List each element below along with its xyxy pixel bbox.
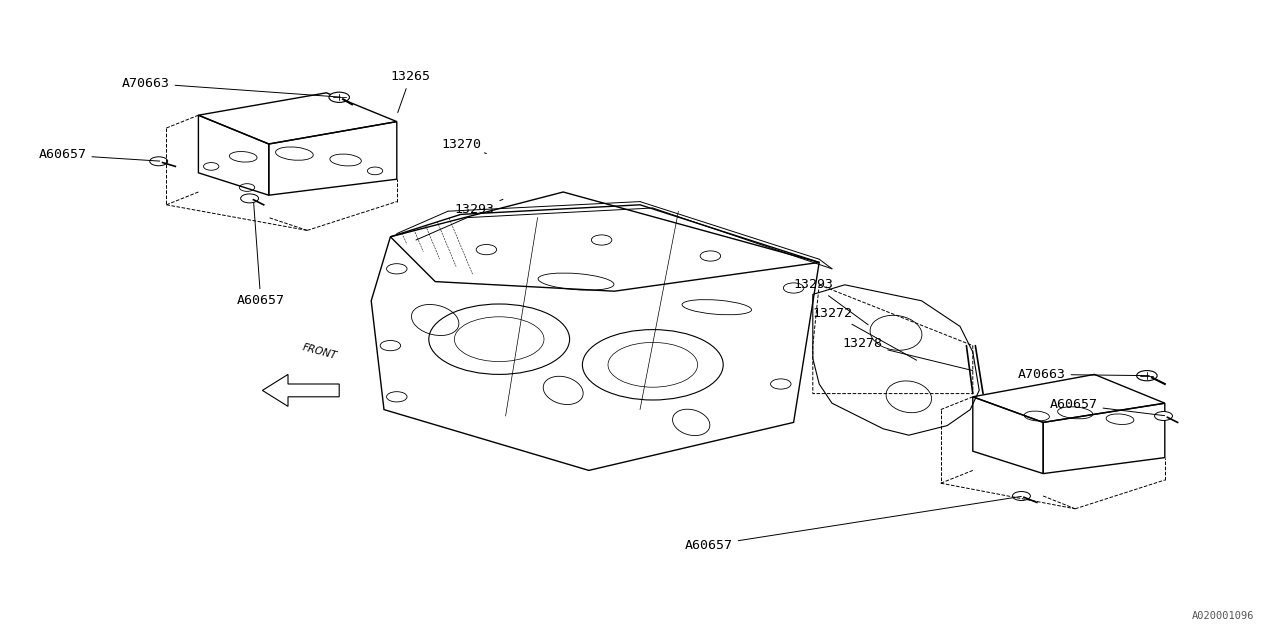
Text: A60657: A60657 bbox=[38, 148, 160, 161]
Circle shape bbox=[241, 194, 259, 203]
Circle shape bbox=[329, 92, 349, 102]
Circle shape bbox=[1155, 412, 1172, 420]
Text: A60657: A60657 bbox=[237, 202, 285, 307]
Text: 13293: 13293 bbox=[794, 278, 868, 324]
Text: A60657: A60657 bbox=[685, 497, 1021, 552]
Text: 13272: 13272 bbox=[813, 307, 916, 360]
Circle shape bbox=[1137, 371, 1157, 381]
Circle shape bbox=[150, 157, 168, 166]
Text: A70663: A70663 bbox=[1018, 368, 1149, 381]
Text: 13265: 13265 bbox=[390, 70, 430, 113]
Text: A60657: A60657 bbox=[1050, 398, 1165, 415]
Text: FRONT: FRONT bbox=[302, 343, 338, 362]
Text: A70663: A70663 bbox=[122, 77, 340, 97]
Text: 13270: 13270 bbox=[442, 138, 486, 154]
Text: A020001096: A020001096 bbox=[1192, 611, 1254, 621]
Circle shape bbox=[1012, 492, 1030, 500]
Text: 13278: 13278 bbox=[842, 337, 973, 371]
Text: 13293: 13293 bbox=[454, 200, 503, 216]
